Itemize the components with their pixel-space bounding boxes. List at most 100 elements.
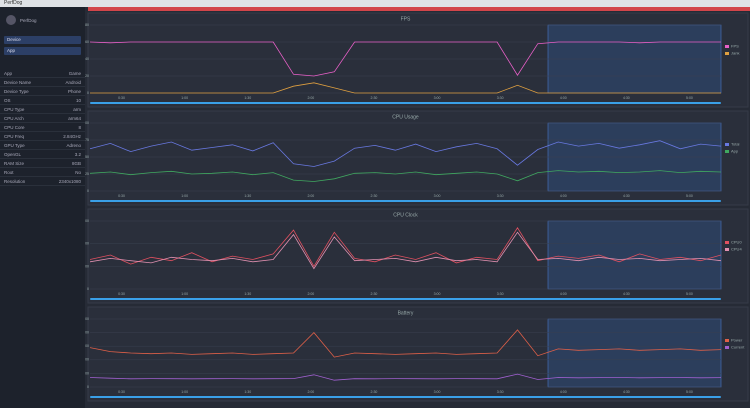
- info-value: 2.84GHz: [63, 133, 81, 139]
- panel-title: CPU Usage: [392, 114, 419, 120]
- x-tick-label: 4:30: [623, 292, 630, 296]
- y-tick-label: 1000: [85, 264, 89, 268]
- x-tick-label: 1:30: [244, 292, 251, 296]
- x-tick-label: 3:30: [497, 96, 504, 100]
- scrollbar: [90, 396, 721, 398]
- app-select[interactable]: App: [4, 47, 81, 55]
- info-row: Resolution 2340x1080: [0, 177, 85, 186]
- x-tick-label: 3:30: [497, 292, 504, 296]
- info-label: App: [4, 70, 13, 76]
- device-select[interactable]: Device: [4, 36, 81, 44]
- x-tick-label: 2:00: [307, 390, 314, 394]
- x-tick-label: 2:00: [307, 96, 314, 100]
- y-tick-label: 0: [87, 91, 89, 95]
- user: PerfDog: [0, 7, 85, 33]
- user-name: PerfDog: [20, 17, 37, 23]
- x-tick-label: 5:00: [686, 390, 693, 394]
- y-tick-label: 3000: [85, 344, 89, 348]
- x-tick-label: 2:00: [307, 194, 314, 198]
- x-tick-label: 0:30: [118, 390, 125, 394]
- legend-swatch: [725, 241, 729, 244]
- x-tick-label: 1:00: [181, 194, 188, 198]
- x-tick-label: 3:30: [497, 194, 504, 198]
- info-value: 3.2: [74, 151, 81, 157]
- info-label: OpenGL: [4, 151, 22, 157]
- x-tick-label: 4:30: [623, 390, 630, 394]
- x-tick-label: 3:00: [434, 96, 441, 100]
- y-tick-label: 25: [85, 172, 89, 176]
- info-label: Device Type: [4, 88, 29, 94]
- y-tick-label: 80: [85, 23, 89, 27]
- legend-label: Current: [731, 345, 745, 350]
- legend-label: CPU4: [731, 247, 742, 252]
- x-tick-label: 0:30: [118, 96, 125, 100]
- info-label: Device Name: [4, 79, 32, 85]
- panel-title: Battery: [398, 310, 414, 316]
- x-tick-label: 3:00: [434, 390, 441, 394]
- info-row: RAM Size 8GB: [0, 159, 85, 168]
- panel-title: CPU Clock: [393, 212, 418, 218]
- y-tick-label: 4000: [85, 331, 89, 335]
- window-title: PerfDog: [4, 0, 23, 6]
- legend-label: Total: [731, 142, 740, 147]
- x-tick-label: 2:00: [307, 292, 314, 296]
- y-tick-label: 3000: [85, 219, 89, 223]
- series-line: [89, 373, 722, 381]
- legend-swatch: [725, 143, 729, 146]
- info-value: 8: [78, 124, 81, 130]
- x-tick-label: 1:00: [181, 96, 188, 100]
- info-row: OS 10: [0, 96, 85, 105]
- x-tick-label: 2:30: [371, 390, 378, 394]
- x-tick-label: 2:30: [371, 194, 378, 198]
- info-value: 10: [75, 97, 81, 103]
- info-label: CPU Freq: [4, 133, 25, 139]
- info-row: CPU Core 8: [0, 123, 85, 132]
- info-row: Device Name Android: [0, 78, 85, 87]
- info-label: Root: [4, 169, 14, 175]
- info-row: App Game: [0, 69, 85, 78]
- y-tick-label: 100: [85, 121, 89, 125]
- x-tick-label: 0:30: [118, 194, 125, 198]
- x-tick-label: 3:00: [434, 292, 441, 296]
- legend-swatch: [725, 52, 729, 55]
- y-tick-label: 40: [85, 57, 89, 61]
- selection: [547, 220, 722, 290]
- series-line: [89, 227, 722, 268]
- legend-label: FPS: [731, 44, 739, 49]
- y-tick-label: 2000: [85, 242, 89, 246]
- x-tick-label: 1:00: [181, 390, 188, 394]
- record-bar: [88, 7, 750, 11]
- x-tick-label: 1:30: [244, 390, 251, 394]
- legend-label: App: [731, 149, 739, 154]
- sidebar: PerfDog Device App App Game Device Name And…: [0, 7, 85, 408]
- info-value: arm: [73, 106, 81, 112]
- info-value: 2340x1080: [58, 178, 81, 184]
- x-tick-label: 4:00: [560, 390, 567, 394]
- legend-swatch: [725, 45, 729, 48]
- info-label: RAM Size: [4, 160, 25, 166]
- legend-swatch: [725, 248, 729, 251]
- info-row: CPU Type arm: [0, 105, 85, 114]
- x-tick-label: 5:00: [686, 194, 693, 198]
- avatar: [6, 15, 16, 25]
- info-row: CPU Arch arm64: [0, 114, 85, 123]
- info-label: CPU Arch: [4, 115, 24, 121]
- y-tick-label: 0: [87, 385, 89, 389]
- info-label: Resolution: [4, 178, 26, 184]
- charts: FPS 0 20 40 60 80 0:30 1:00 1:30 2:00 2:30 3:00 3:30…: [85, 7, 750, 408]
- info-value: Android: [65, 79, 81, 85]
- info-value: 8GB: [71, 160, 81, 166]
- scrollbar: [90, 298, 721, 300]
- x-tick-label: 1:00: [181, 292, 188, 296]
- info-value: Game: [68, 70, 81, 76]
- scrollbar: [90, 200, 721, 202]
- info-value: arm64: [68, 115, 81, 121]
- x-tick-label: 4:30: [623, 194, 630, 198]
- x-tick-label: 3:30: [497, 390, 504, 394]
- info-value: Phone: [67, 88, 81, 94]
- info-value: No: [75, 169, 81, 175]
- y-tick-label: 60: [85, 40, 89, 44]
- info-row: CPU Freq 2.84GHz: [0, 132, 85, 141]
